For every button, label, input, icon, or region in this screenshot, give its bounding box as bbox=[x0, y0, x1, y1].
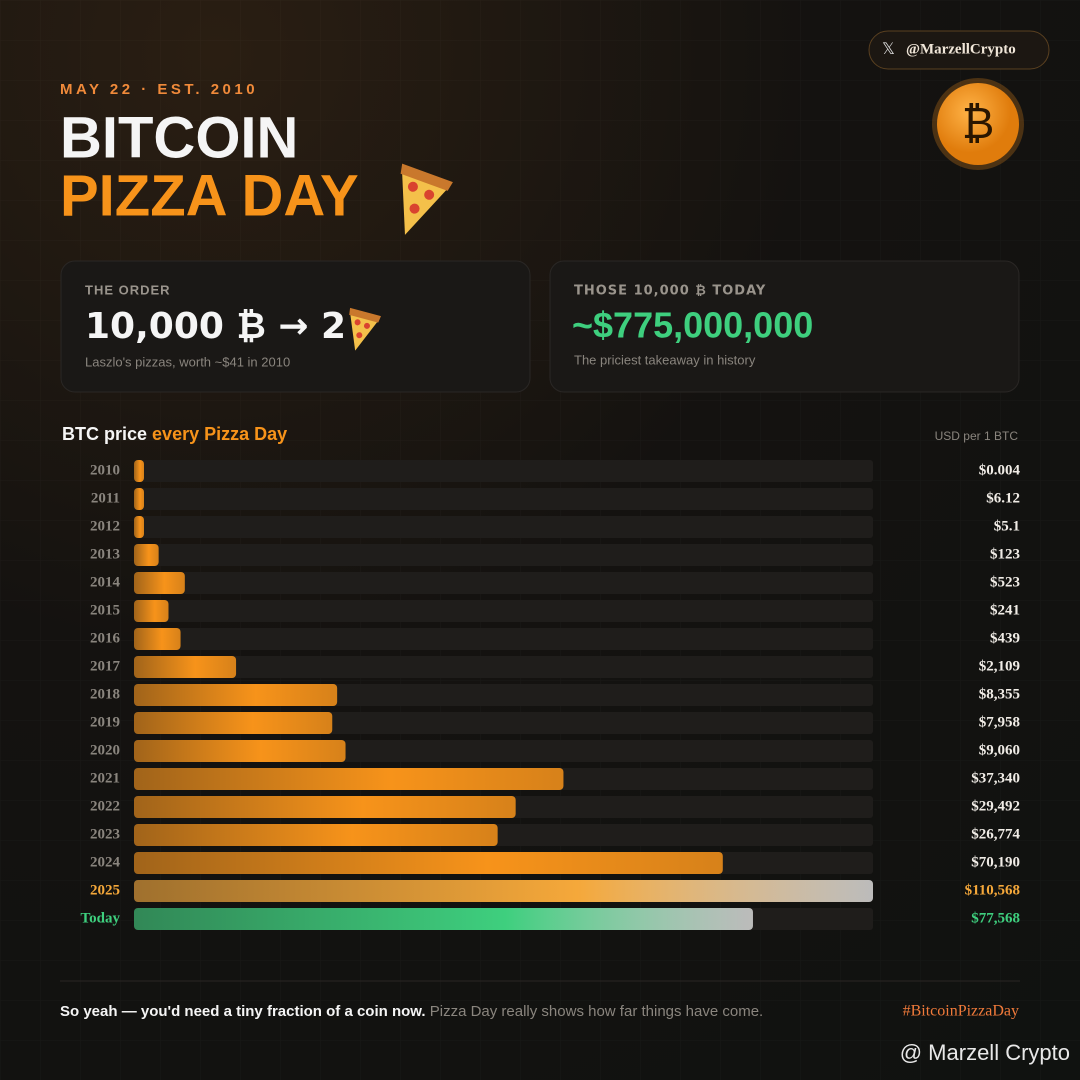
bar-track bbox=[134, 656, 873, 678]
bar bbox=[134, 796, 516, 818]
category-label: 2011 bbox=[91, 490, 120, 506]
value-label: $241 bbox=[990, 602, 1020, 618]
value-label: $29,492 bbox=[971, 798, 1020, 814]
bar-track bbox=[134, 460, 873, 482]
bar bbox=[134, 516, 144, 538]
category-label: Today bbox=[81, 910, 121, 926]
category-label: 2023 bbox=[90, 826, 120, 842]
coin-symbol: ₿ bbox=[962, 98, 995, 149]
title-1: BITCOIN bbox=[60, 105, 298, 170]
value-label: $77,568 bbox=[971, 910, 1020, 926]
bar bbox=[134, 488, 144, 510]
bar bbox=[134, 740, 346, 762]
card-label: THOSE 10,000 ₿ TODAY bbox=[574, 284, 766, 299]
value-label: $5.1 bbox=[994, 518, 1020, 534]
chart-title-highlight: every Pizza Day bbox=[152, 424, 287, 444]
card-value: ~$775,000,000 bbox=[572, 305, 813, 346]
bar bbox=[134, 712, 333, 734]
value-label: $2,109 bbox=[979, 658, 1020, 674]
x-logo: 𝕏 bbox=[882, 41, 895, 58]
card-label: THE ORDER bbox=[85, 282, 171, 297]
pizza-icon bbox=[400, 163, 453, 235]
bar bbox=[134, 768, 564, 790]
card bbox=[549, 260, 1020, 393]
card-note: Laszlo's pizzas, worth ~$41 in 2010 bbox=[85, 354, 290, 369]
bar bbox=[134, 684, 338, 706]
bar bbox=[134, 572, 185, 594]
category-label: 2016 bbox=[90, 630, 121, 646]
bar-track bbox=[134, 516, 873, 538]
bar-track bbox=[134, 600, 873, 622]
value-label: $0.004 bbox=[979, 462, 1021, 478]
category-label: 2021 bbox=[90, 770, 120, 786]
value-label: $37,340 bbox=[971, 770, 1020, 786]
value-label: $439 bbox=[990, 630, 1020, 646]
bar-track bbox=[134, 572, 873, 594]
bar bbox=[134, 600, 169, 622]
footer-light: Pizza Day really shows how far things ha… bbox=[430, 1003, 763, 1020]
value-label: $523 bbox=[990, 574, 1020, 590]
category-label: 2025 bbox=[90, 882, 120, 898]
bar bbox=[134, 852, 723, 874]
eyebrow: MAY 22 · EST. 2010 bbox=[60, 81, 258, 98]
bar-track bbox=[134, 488, 873, 510]
value-label: $70,190 bbox=[971, 854, 1020, 870]
chart-title-main: BTC price bbox=[62, 424, 147, 444]
category-label: 2024 bbox=[90, 854, 121, 870]
value-label: $9,060 bbox=[979, 742, 1020, 758]
hashtag[interactable]: #BitcoinPizzaDay bbox=[903, 1003, 1019, 1020]
category-label: 2010 bbox=[90, 462, 120, 478]
footer-text: So yeah — you'd need a tiny fraction of … bbox=[60, 1003, 763, 1020]
value-label: $110,568 bbox=[965, 882, 1020, 898]
chart-title: BTC price every Pizza Day bbox=[62, 424, 287, 444]
pizza-icon bbox=[349, 307, 381, 351]
value-label: $6.12 bbox=[986, 490, 1020, 506]
bar bbox=[134, 656, 237, 678]
title-2: PIZZA DAY bbox=[60, 163, 359, 228]
bar bbox=[134, 460, 144, 482]
category-label: 2018 bbox=[90, 686, 120, 702]
category-label: 2020 bbox=[90, 742, 120, 758]
bar bbox=[134, 908, 753, 930]
bar bbox=[134, 544, 159, 566]
category-label: 2014 bbox=[90, 574, 121, 590]
category-label: 2017 bbox=[90, 658, 121, 674]
handle-pill[interactable] bbox=[868, 30, 1050, 70]
unit-label: USD per 1 BTC bbox=[935, 429, 1019, 443]
value-label: $8,355 bbox=[979, 686, 1020, 702]
handle[interactable]: @MarzellCrypto bbox=[906, 41, 1016, 57]
category-label: 2012 bbox=[90, 518, 120, 534]
bar-track bbox=[134, 544, 873, 566]
category-label: 2019 bbox=[90, 714, 120, 730]
bar bbox=[134, 880, 873, 902]
card bbox=[60, 260, 531, 393]
category-label: 2013 bbox=[90, 546, 120, 562]
value-label: $123 bbox=[990, 546, 1020, 562]
value-label: $26,774 bbox=[971, 826, 1020, 842]
coin bbox=[937, 83, 1019, 165]
bar bbox=[134, 824, 498, 846]
card-note: The priciest takeaway in history bbox=[574, 352, 756, 367]
category-label: 2015 bbox=[90, 602, 120, 618]
value-label: $7,958 bbox=[979, 714, 1020, 730]
bar bbox=[134, 628, 181, 650]
bar-track bbox=[134, 628, 873, 650]
card-value: 10,000 ₿ → 2 bbox=[85, 306, 346, 347]
category-label: 2022 bbox=[90, 798, 120, 814]
footer-bold: So yeah — you'd need a tiny fraction of … bbox=[60, 1003, 426, 1020]
watermark: @ Marzell Crypto bbox=[900, 1040, 1070, 1065]
